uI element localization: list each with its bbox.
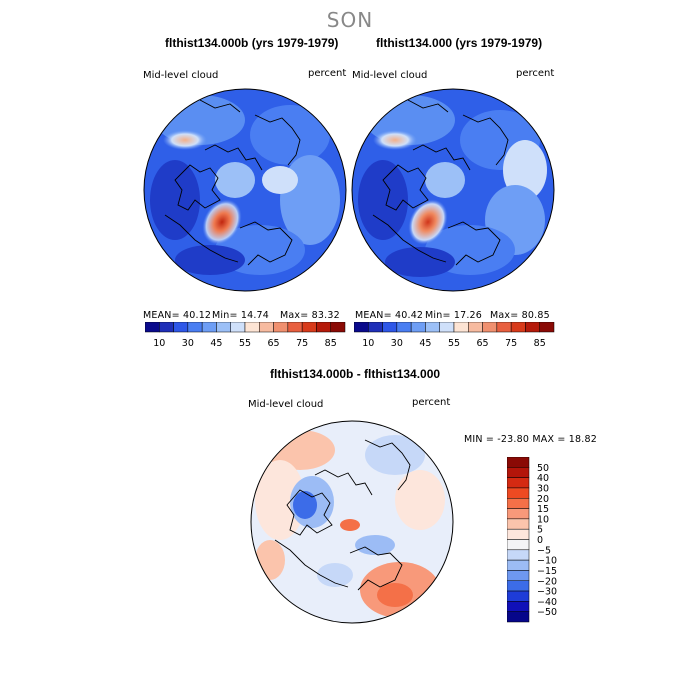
colorbar-swatch (507, 467, 530, 478)
panel-2-map-boundary (351, 88, 555, 292)
colorbar-tick-label: 15 (537, 504, 549, 515)
panel-1-min: Min= 14.74 (212, 310, 270, 321)
panel-2-map (352, 89, 554, 291)
colorbar-tick-label: 50 (537, 463, 549, 474)
colorbar-tick-label: 45 (210, 338, 222, 349)
colorbar-tick-label: 20 (537, 494, 549, 505)
colorbar-swatch (507, 559, 530, 571)
colorbar-tick-label: 10 (537, 514, 549, 525)
colorbar-tick-label: 30 (391, 338, 403, 349)
colorbar-swatch (507, 508, 530, 520)
panel-3-units-label: percent (412, 397, 451, 408)
colorbar-tick-label: −20 (537, 576, 557, 587)
colorbar-tick-label: 55 (239, 338, 251, 349)
colorbar-tick-label: 55 (448, 338, 460, 349)
panel-1-units-label: percent (308, 68, 347, 79)
colorbar-tick-label: 85 (534, 338, 546, 349)
colorbar-tick-label: 30 (182, 338, 194, 349)
colorbar-swatch (507, 498, 530, 509)
colorbar-swatch (507, 580, 530, 592)
colorbar-swatch (330, 322, 346, 333)
colorbar-swatch (507, 518, 530, 530)
colorbar-swatch (507, 487, 530, 499)
colorbar-tick-label: 0 (537, 535, 543, 546)
panel-1-mean: MEAN= 40.12 (143, 310, 212, 321)
panel-3-title: flthist134.000b - flthist134.000 (270, 367, 441, 381)
panel-1-colorbar: 1030455565758595 (145, 322, 346, 349)
colorbar-tick-label: −10 (537, 556, 557, 567)
panel-3-variable-label: Mid-level cloud (248, 399, 324, 410)
colorbar-swatch (507, 549, 530, 561)
colorbar-tick-label: 30 (537, 483, 549, 494)
panel-2-title: flthist134.000 (yrs 1979-1979) (376, 36, 543, 50)
colorbar-swatch (507, 590, 530, 602)
colorbar-tick-label: 85 (325, 338, 337, 349)
colorbar-swatch (507, 457, 530, 468)
panel-2-variable-label: Mid-level cloud (352, 70, 428, 81)
colorbar-tick-label: 10 (362, 338, 374, 349)
colorbar-tick-label: 75 (296, 338, 308, 349)
colorbar-tick-label: −15 (537, 566, 557, 577)
panel-2-colorbar: 1030455565758595 (354, 322, 555, 349)
colorbar-swatch (507, 570, 530, 581)
panel-3-range: MIN = -23.80 MAX = 18.82 (464, 434, 597, 445)
colorbar-tick-label: 40 (537, 473, 549, 484)
colorbar-swatch (507, 528, 530, 540)
colorbar-tick-label: 5 (537, 525, 543, 536)
colorbar-tick-label: 65 (268, 338, 280, 349)
panel-1-max: Max= 83.32 (280, 310, 340, 321)
colorbar-tick-label: −30 (537, 587, 557, 598)
colorbar-swatch (539, 322, 555, 333)
panel-2-min: Min= 17.26 (425, 310, 483, 321)
panel-1-map (144, 89, 346, 291)
panel-3-map-boundary (250, 420, 454, 624)
colorbar-tick-label: 75 (505, 338, 517, 349)
colorbar-tick-label: −50 (537, 607, 557, 618)
colorbar-tick-label: 10 (153, 338, 165, 349)
colorbar-swatch (507, 611, 530, 623)
colorbar-tick-label: 65 (477, 338, 489, 349)
panel-1-map-boundary (143, 88, 347, 292)
colorbar-swatch (507, 477, 530, 489)
colorbar-swatch (507, 601, 530, 612)
colorbar-tick-label: 45 (419, 338, 431, 349)
page-title: SON (326, 8, 374, 32)
colorbar-tick-label: −5 (537, 545, 551, 556)
panel-1-variable-label: Mid-level cloud (143, 70, 219, 81)
panel-2-max: Max= 80.85 (490, 310, 550, 321)
panel-2-units-label: percent (516, 68, 555, 79)
panel-3-map (251, 421, 453, 623)
panel-1-title: flthist134.000b (yrs 1979-1979) (165, 36, 339, 50)
panel-2-mean: MEAN= 40.42 (355, 310, 424, 321)
colorbar-tick-label: −40 (537, 597, 557, 608)
colorbar-swatch (507, 539, 530, 551)
